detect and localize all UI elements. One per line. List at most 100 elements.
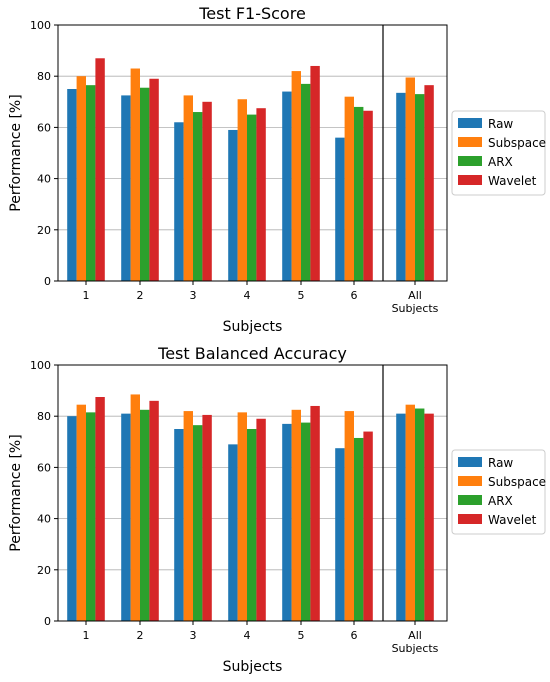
y-tick-label: 0 — [44, 275, 51, 288]
bar — [396, 92, 406, 281]
chart-title: Test Balanced Accuracy — [157, 344, 347, 363]
bar — [95, 58, 105, 281]
legend-label: Wavelet — [488, 174, 537, 188]
x-tick-label: All Subjects — [392, 629, 439, 655]
bar — [424, 85, 434, 281]
bar — [310, 65, 320, 282]
x-tick-label-line: Subjects — [392, 302, 439, 315]
x-tick-label: 4 — [244, 629, 251, 642]
x-tick-label-line: All — [408, 629, 422, 642]
bar — [354, 106, 364, 281]
bar — [415, 408, 425, 621]
bar — [256, 418, 266, 621]
bar — [354, 437, 364, 621]
plot-frame — [57, 24, 448, 282]
legend-swatch — [458, 137, 482, 147]
y-tick-label: 40 — [37, 173, 51, 186]
bar — [130, 68, 140, 282]
chart-panel-2: Test Balanced Accuracy 0 20 40 60 80 100 1 2 3 4 5 6… — [8, 344, 546, 675]
y-tick-label: 80 — [37, 70, 51, 83]
bar — [405, 77, 415, 281]
bar — [202, 101, 212, 281]
y-tick-label: 60 — [37, 461, 51, 474]
bar — [247, 114, 257, 281]
plot-frame — [57, 364, 448, 622]
bar — [228, 129, 238, 281]
x-tick-label: 2 — [137, 289, 144, 302]
legend-swatch — [458, 495, 482, 505]
bar — [344, 411, 354, 621]
bar — [291, 71, 301, 281]
bar — [415, 94, 425, 282]
x-tick-label: 6 — [351, 289, 358, 302]
bar — [237, 412, 247, 621]
y-tick-label: 100 — [30, 359, 51, 372]
bar — [130, 394, 140, 621]
legend-swatch — [458, 175, 482, 185]
y-tick-label: 20 — [37, 224, 51, 237]
legend-label: ARX — [488, 494, 513, 508]
legend-swatch — [458, 457, 482, 467]
bar — [193, 112, 203, 281]
legend-label: Raw — [488, 117, 513, 131]
bar — [310, 405, 320, 621]
bar — [228, 444, 238, 621]
y-tick-label: 100 — [30, 19, 51, 32]
legend-label: Wavelet — [488, 513, 537, 527]
bar — [396, 413, 406, 621]
x-tick-label: 6 — [351, 629, 358, 642]
legend-label: ARX — [488, 155, 513, 169]
legend-swatch — [458, 514, 482, 524]
bar — [149, 78, 159, 281]
x-tick-label-line: Subjects — [392, 642, 439, 655]
y-tick-label: 20 — [37, 564, 51, 577]
y-axis-label: Performance [%] — [8, 94, 24, 211]
chart-title: Test F1-Score — [198, 4, 306, 23]
y-tick-label: 0 — [44, 615, 51, 628]
x-axis-label: Subjects — [223, 319, 283, 335]
x-tick-label: 5 — [298, 289, 305, 302]
bar — [256, 108, 266, 281]
bar — [76, 404, 86, 621]
bar — [95, 397, 105, 621]
x-tick-label: 4 — [244, 289, 251, 302]
bar — [424, 413, 434, 621]
bar — [193, 425, 203, 621]
bar — [335, 137, 345, 281]
legend-label: Raw — [488, 456, 513, 470]
y-tick-label: 60 — [37, 121, 51, 134]
bar — [301, 422, 311, 621]
bar — [67, 416, 77, 621]
bar — [363, 431, 373, 621]
legend-swatch — [458, 476, 482, 486]
bar — [121, 413, 131, 621]
bar — [247, 429, 257, 621]
x-tick-label-line: All — [408, 289, 422, 302]
x-tick-label: 3 — [190, 629, 197, 642]
bar — [121, 95, 131, 282]
bar — [174, 122, 184, 281]
x-axis-label: Subjects — [223, 659, 283, 675]
bar — [282, 91, 292, 281]
bar — [202, 414, 212, 621]
bar — [335, 448, 345, 621]
x-tick-label: 5 — [298, 629, 305, 642]
bar — [282, 423, 292, 621]
bar — [183, 411, 193, 621]
y-axis-label: Performance [%] — [8, 434, 24, 551]
bar — [174, 429, 184, 621]
bar — [140, 87, 150, 281]
legend-swatch — [458, 156, 482, 166]
x-tick-label: 1 — [83, 629, 90, 642]
legend-box — [451, 110, 546, 196]
legend-label: Subspace — [488, 475, 546, 489]
x-tick-label: 2 — [137, 629, 144, 642]
x-tick-label: 1 — [83, 289, 90, 302]
bar — [301, 83, 311, 281]
legend: Raw Subspace ARX Wavelet — [451, 449, 546, 535]
bar — [76, 76, 86, 281]
bar — [149, 400, 159, 621]
legend-label: Subspace — [488, 136, 546, 150]
bar — [363, 110, 373, 281]
